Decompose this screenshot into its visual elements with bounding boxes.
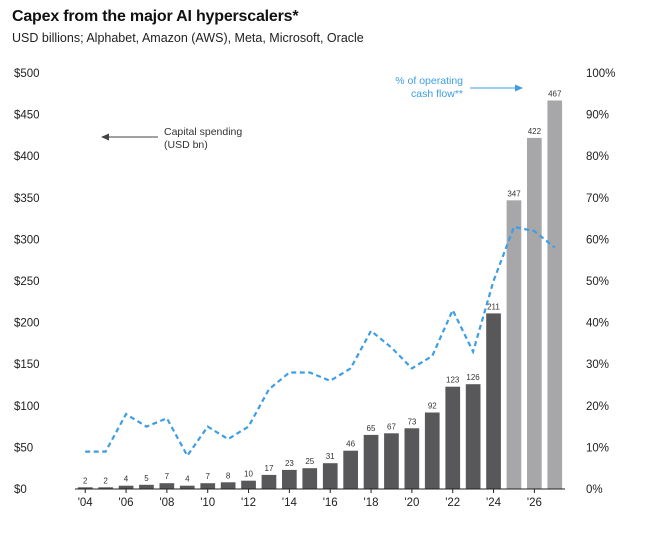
capex-bar (424, 412, 440, 489)
bar-value-label: 31 (326, 452, 335, 461)
x-tick-label: '24 (486, 497, 502, 509)
pct-ocf-label-2: cash flow** (411, 88, 463, 100)
pct-operating-cash-flow-line (85, 225, 556, 458)
pct-ocf-arrow-icon (515, 84, 523, 92)
left-tick-label: $350 (14, 193, 40, 205)
bar-value-label: 25 (305, 457, 314, 466)
right-tick-label: 80% (586, 151, 609, 163)
capex-bar (547, 100, 563, 489)
bar-value-label: 23 (285, 459, 294, 468)
x-tick-label: '12 (241, 497, 256, 509)
x-tick-label: '18 (364, 497, 379, 509)
right-tick-label: 90% (586, 110, 609, 122)
bar-value-label: 67 (387, 422, 396, 431)
right-tick-label: 10% (586, 442, 609, 454)
x-tick-label: '14 (282, 497, 298, 509)
bars (77, 100, 563, 490)
left-tick-label: $150 (14, 359, 40, 371)
left-tick-label: $200 (14, 318, 40, 330)
capital-spending-label-1: Capital spending (164, 126, 242, 138)
bar-value-label: 422 (528, 127, 542, 136)
x-tick-label: '22 (445, 497, 460, 509)
capex-bar (200, 483, 216, 489)
capex-bar (486, 313, 501, 489)
capex-bar (179, 485, 195, 489)
left-tick-label: $250 (14, 276, 40, 288)
capex-bar (384, 433, 399, 489)
capex-bar (139, 484, 154, 489)
left-tick-label: $0 (14, 484, 27, 496)
bar-value-label: 4 (124, 475, 129, 484)
right-tick-label: 30% (586, 359, 609, 371)
left-tick-label: $300 (14, 234, 40, 246)
capex-bar (159, 483, 175, 489)
bar-labels: 2 2 4 5 7 4 7 8 10 17 23 25 31 46 65 67 73 92 123 126 211 347… (83, 90, 562, 486)
x-tick-label: '06 (119, 497, 134, 509)
right-tick-label: 60% (586, 234, 609, 246)
capex-bar (282, 469, 297, 489)
capex-bar (527, 137, 542, 489)
bar-value-label: 7 (165, 472, 170, 481)
left-tick-label: $450 (14, 110, 40, 122)
x-tick-label: '16 (323, 497, 338, 509)
bar-value-label: 4 (185, 475, 190, 484)
capex-bar (404, 428, 420, 489)
bar-value-label: 46 (346, 440, 355, 449)
chart-subtitle: USD billions; Alphabet, Amazon (AWS), Me… (12, 31, 364, 45)
chart-title: Capex from the major AI hyperscalers* (12, 8, 299, 25)
bar-value-label: 347 (507, 189, 521, 198)
bar-value-label: 7 (205, 472, 210, 481)
right-axis-ticks: 0% 10% 20% 30% 40% 50% 60% 70% 80% 90% 100% (586, 68, 615, 496)
right-tick-label: 70% (586, 193, 609, 205)
bar-value-label: 2 (103, 476, 108, 485)
bar-value-label: 5 (144, 474, 149, 483)
left-axis-ticks: $0 $50 $100 $150 $200 $250 $300 $350 $400 $450 $50… (14, 68, 40, 496)
x-tick-label: '08 (159, 497, 174, 509)
capex-bar (445, 386, 461, 489)
capex-bar (261, 474, 277, 489)
x-axis-ticks: '04 '06 '08 '10 '12 '14 '16 '18 '20 '22 '24 '26 (78, 489, 542, 509)
left-tick-label: $50 (14, 442, 33, 454)
right-tick-label: 40% (586, 318, 609, 330)
x-tick-label: '20 (404, 497, 419, 509)
right-tick-label: 50% (586, 276, 609, 288)
left-tick-label: $500 (14, 68, 40, 80)
capex-bar (118, 485, 134, 489)
capex-bar (302, 468, 318, 489)
x-tick-label: '10 (200, 497, 215, 509)
capex-bar (343, 450, 358, 489)
bar-value-label: 123 (446, 376, 460, 385)
capex-bar (98, 487, 113, 489)
capex-bar (220, 482, 236, 489)
capex-bar (77, 487, 93, 489)
capex-bar (363, 434, 379, 489)
capex-bar (465, 384, 481, 489)
capital-spending-arrow-icon (101, 133, 109, 141)
bar-value-label: 73 (407, 417, 416, 426)
bar-value-label: 126 (466, 373, 480, 382)
bar-value-label: 10 (244, 470, 253, 479)
bar-value-label: 2 (83, 476, 88, 485)
right-tick-label: 0% (586, 484, 603, 496)
right-tick-label: 20% (586, 401, 609, 413)
left-tick-label: $400 (14, 151, 40, 163)
right-tick-label: 100% (586, 68, 615, 80)
bar-value-label: 65 (367, 424, 376, 433)
bar-value-label: 467 (548, 90, 562, 99)
capital-spending-label-2: (USD bn) (164, 139, 208, 151)
bar-value-label: 8 (226, 471, 231, 480)
pct-ocf-label-1: % of operating (395, 75, 463, 87)
bar-value-label: 92 (428, 402, 437, 411)
left-tick-label: $100 (14, 401, 40, 413)
bar-value-label: 211 (487, 302, 500, 311)
bar-value-label: 17 (265, 464, 274, 473)
x-tick-label: '04 (78, 497, 94, 509)
capex-bar (241, 480, 256, 489)
x-tick-label: '26 (527, 497, 542, 509)
capex-bar (506, 200, 522, 490)
capex-bar (322, 463, 338, 489)
